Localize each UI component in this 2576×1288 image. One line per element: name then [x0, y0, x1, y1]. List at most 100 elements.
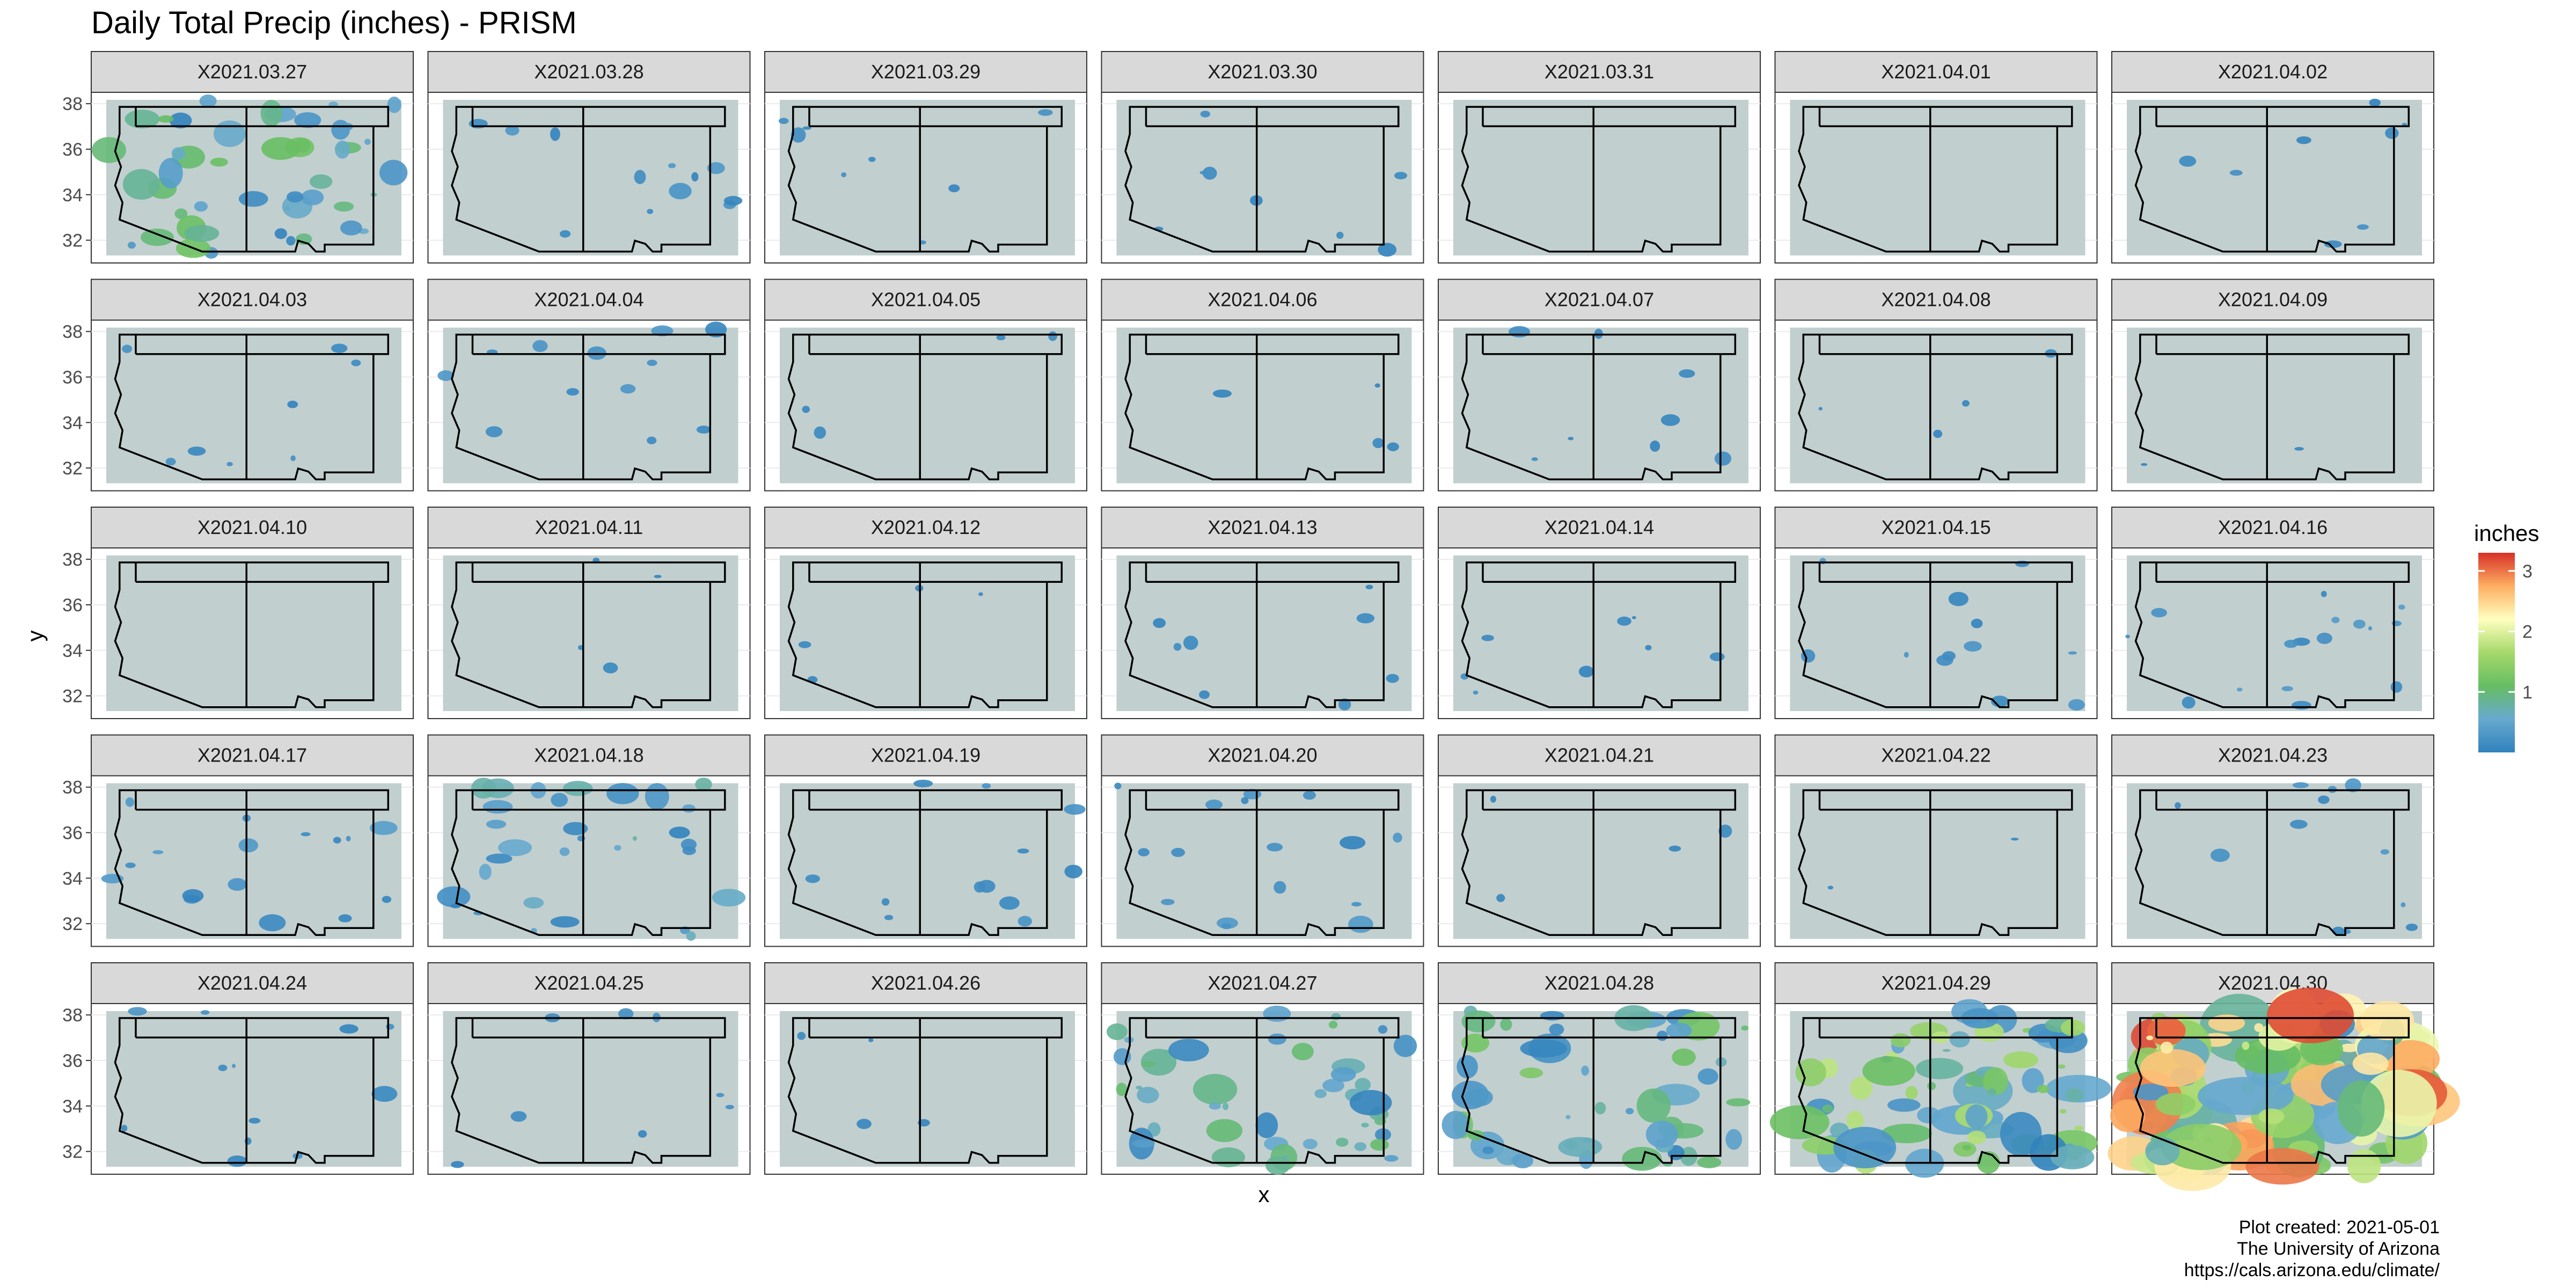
precip-patch [1862, 1056, 1915, 1086]
precip-patch [2296, 136, 2311, 144]
facet-panel: X2021.04.30 [2107, 962, 2460, 1191]
precip-patch [2210, 848, 2230, 862]
precip-patch [1568, 436, 1574, 441]
precip-patch [1461, 1010, 1496, 1033]
y-tick-label: 32 [62, 914, 83, 934]
precip-patch [1331, 1013, 1341, 1020]
precip-patch [695, 777, 712, 792]
precip-patch [1199, 690, 1210, 699]
facet-panel: X2021.04.01 [1774, 51, 2098, 264]
precip-patch [1565, 1115, 1571, 1119]
precip-patch [632, 836, 638, 841]
facet-panel: X2021.03.29 [764, 51, 1087, 264]
precip-patch [226, 462, 233, 466]
precip-patch [338, 914, 352, 923]
caption-institution: The University of Arizona [2237, 1239, 2440, 1259]
facet-strip [1438, 734, 1761, 777]
precip-patch [1769, 1105, 1829, 1139]
precip-patch [1540, 1011, 1564, 1021]
state-boundary [451, 333, 726, 481]
precip-patch [798, 641, 811, 648]
precip-patch [1622, 1146, 1662, 1171]
precip-patch [1064, 804, 1086, 815]
y-tick-label: 38 [62, 94, 83, 114]
facet-strip-label: X2021.04.23 [2218, 744, 2328, 766]
precip-patch [287, 191, 304, 203]
precip-patch [705, 321, 727, 338]
facet-strip [1438, 279, 1761, 321]
facet-strip [427, 51, 751, 93]
precip-patch [2401, 902, 2406, 908]
facet-strip [1438, 962, 1761, 1004]
precip-patch [614, 845, 621, 851]
facet-panel: X2021.04.21 [1438, 734, 1761, 947]
precip-patch [1356, 613, 1375, 624]
facet-panel: X2021.04.04 [427, 279, 751, 492]
facet-panel: X2021.04.12 [764, 507, 1087, 719]
y-tick-label: 36 [62, 368, 83, 388]
precip-patch [2068, 699, 2085, 711]
precip-patch [486, 819, 507, 829]
precip-patch [2010, 837, 2019, 841]
precip-patch [884, 914, 894, 920]
facet-strip [2111, 51, 2434, 93]
precip-patch [122, 169, 160, 200]
precip-patch [1386, 674, 1399, 683]
precip-patch [1915, 1058, 1964, 1079]
y-tick-label: 38 [62, 322, 83, 342]
precip-patch [1636, 1088, 1671, 1123]
precip-patch [532, 340, 548, 353]
facet-panel: X2021.04.20 [1101, 734, 1424, 947]
precip-patch [1697, 1157, 1722, 1168]
precip-patch [645, 783, 669, 810]
state-boundary [1798, 1017, 2073, 1164]
precip-patch [841, 172, 847, 178]
facet-strip [91, 51, 414, 93]
facet-strip-label: X2021.04.13 [1208, 516, 1317, 538]
precip-patch [2175, 802, 2181, 809]
facet-panel: X2021.04.13 [1101, 507, 1424, 719]
precip-patch [1017, 848, 1029, 854]
precip-patch [682, 846, 696, 855]
precip-patch [606, 782, 639, 804]
y-tick-label: 36 [62, 140, 83, 160]
precip-patch [2368, 626, 2372, 631]
precip-patch [1726, 1098, 1751, 1107]
precip-patch [498, 839, 532, 857]
precip-patch [2003, 1051, 2038, 1069]
precip-patch [1881, 1123, 1932, 1144]
facet-strip-label: X2021.04.08 [1881, 289, 1990, 311]
precip-patch [1338, 698, 1351, 711]
precip-patch [1558, 1137, 1602, 1157]
precip-patch [1302, 1139, 1318, 1150]
legend-tick-label: 1 [2522, 682, 2533, 702]
facet-panel: X2021.04.16 [2111, 507, 2434, 719]
precip-patch [1351, 902, 1362, 907]
precip-patch [261, 137, 300, 160]
y-tick-label: 32 [62, 458, 83, 479]
precip-patch [385, 1023, 394, 1030]
precip-patch [562, 780, 593, 796]
facet-strip [427, 279, 751, 321]
state-boundary [1461, 1017, 1737, 1164]
facet-panel: X2021.04.11 [427, 507, 751, 719]
precip-patch [686, 931, 696, 941]
precip-patch [1267, 843, 1283, 852]
precip-patch [1263, 1005, 1291, 1022]
precip-patch [2339, 1043, 2360, 1052]
state-boundary [114, 789, 390, 936]
precip-patch [248, 1117, 261, 1124]
precip-patch [1818, 407, 1823, 411]
facet-strip-label: X2021.03.30 [1208, 61, 1317, 83]
precip-patch [187, 447, 206, 456]
precip-patch [1336, 1137, 1349, 1147]
facet-panels: X2021.03.27 32 34 36 38 X2021.03.28 X2021.03.2… [62, 51, 2460, 1191]
precip-patch [1650, 440, 1660, 452]
precip-patch [1617, 616, 1631, 626]
facet-panel: X2021.04.19 [764, 734, 1087, 947]
precip-patch [797, 1031, 806, 1040]
precip-patch [1202, 166, 1217, 180]
precip-patch [387, 96, 401, 113]
state-boundary [1461, 333, 1737, 481]
legend: inches 1 2 3 [2474, 521, 2539, 752]
